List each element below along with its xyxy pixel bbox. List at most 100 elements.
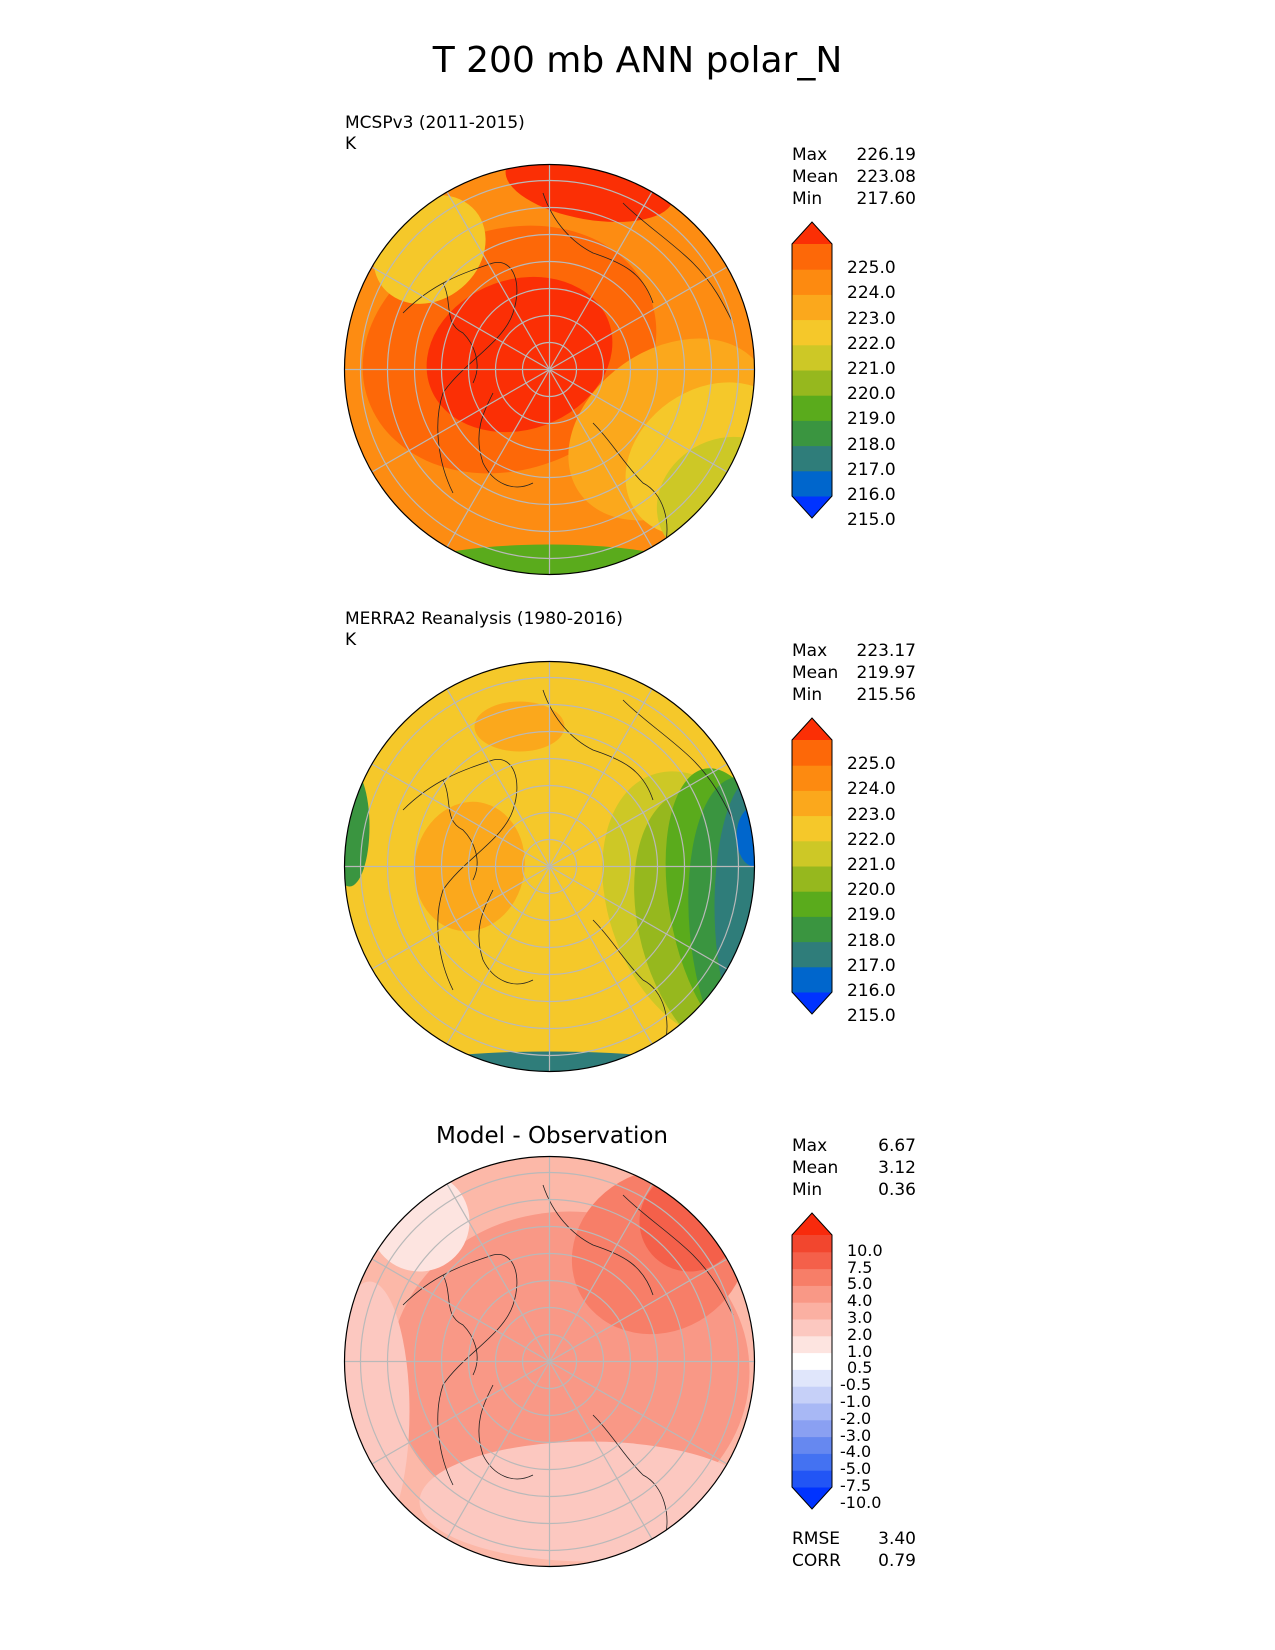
colorbar-segment bbox=[792, 1419, 832, 1438]
colorbar-tick-label: 10.0 bbox=[847, 1240, 883, 1260]
stat-label: Max bbox=[792, 1136, 828, 1156]
field-contour bbox=[714, 776, 755, 1037]
colorbar-segment bbox=[792, 790, 832, 817]
colorbar-tick-label: 7.5 bbox=[847, 1257, 873, 1277]
coastline bbox=[402, 262, 518, 494]
longitude-line bbox=[371, 1360, 550, 1465]
coastline bbox=[478, 1384, 534, 1480]
coastline bbox=[442, 1274, 478, 1376]
longitude-line bbox=[446, 688, 551, 867]
stat-value: 219.97 bbox=[856, 663, 916, 683]
stat-value: 217.60 bbox=[856, 189, 916, 209]
longitude-line bbox=[371, 763, 550, 868]
colorbar-tick-label: 219.0 bbox=[847, 409, 896, 430]
colorbar-segment bbox=[792, 1369, 832, 1387]
panel-obs-stats: Max 223.17 Mean 219.97 Min 215.56 bbox=[792, 640, 916, 706]
field-contour bbox=[736, 806, 755, 867]
colorbar-segment bbox=[792, 1319, 832, 1337]
colorbar-segment bbox=[792, 1251, 832, 1270]
metric-value: 0.79 bbox=[878, 1551, 916, 1571]
colorbar-tick-label: -1.0 bbox=[840, 1392, 872, 1411]
colorbar-tick-label: -2.0 bbox=[840, 1408, 872, 1428]
colorbar-segment bbox=[792, 1403, 832, 1421]
colorbar-segment bbox=[792, 840, 832, 867]
longitude-line bbox=[446, 191, 551, 370]
colorbar-tick-label: -5.0 bbox=[840, 1459, 872, 1479]
map-boundary bbox=[343, 1155, 756, 1568]
colorbar-segment bbox=[792, 1436, 832, 1454]
colorbar-tick-label: 5.0 bbox=[847, 1274, 873, 1294]
colorbar-tick-label: 1.0 bbox=[847, 1341, 873, 1361]
colorbar-tick-label: 221.0 bbox=[847, 855, 896, 875]
colorbar-tick-label: 215.0 bbox=[847, 510, 896, 531]
colorbar-tick-label: 220.0 bbox=[847, 384, 896, 405]
longitude-line bbox=[446, 1183, 551, 1362]
longitude-line bbox=[371, 368, 550, 473]
colorbar-obs-ticks: 225.0 224.0 223.0 222.0 221.0 220.0 219.0 218.0… bbox=[840, 718, 940, 1025]
colorbar-tick-label: 221.0 bbox=[847, 359, 896, 379]
colorbar-tick-label: -10.0 bbox=[840, 1492, 882, 1512]
coastline bbox=[592, 1414, 668, 1546]
colorbar-segment bbox=[792, 891, 832, 917]
colorbar-tick-label: 215.0 bbox=[847, 1006, 896, 1027]
colorbar-segment bbox=[792, 1335, 832, 1354]
colorbar-model bbox=[791, 221, 833, 519]
longitude-line bbox=[371, 1258, 550, 1363]
colorbar-tick-label: -7.5 bbox=[840, 1476, 872, 1495]
colorbar-extend-max bbox=[792, 718, 832, 740]
longitude-line bbox=[548, 688, 653, 867]
colorbar-tick-label: 223.0 bbox=[847, 804, 896, 825]
colorbar-segment bbox=[792, 1470, 832, 1488]
colorbar-diff bbox=[791, 1212, 833, 1510]
stat-value: 3.12 bbox=[878, 1158, 916, 1178]
colorbar-segment bbox=[792, 1235, 832, 1253]
colorbar-tick-label: 222.0 bbox=[847, 829, 896, 850]
colorbar-segment bbox=[792, 1386, 832, 1404]
colorbar-diff-ticks: 10.0 7.5 5.0 4.0 3.0 2.0 1.0 0.5 -0.5 -1.0 -2.0 -3.… bbox=[840, 1213, 940, 1512]
longitude-line bbox=[548, 1361, 653, 1540]
colorbar-segment bbox=[792, 420, 832, 447]
longitude-line bbox=[446, 1361, 551, 1540]
colorbar-segment bbox=[792, 740, 832, 766]
colorbar-model-ticks: 225.0 224.0 223.0 222.0 221.0 220.0 219.0 218.0… bbox=[840, 222, 940, 529]
stat-label: Max bbox=[792, 145, 828, 165]
colorbar-tick-label: 225.0 bbox=[847, 258, 896, 279]
stat-value: 6.67 bbox=[878, 1136, 916, 1156]
panel-diff-stats: Max 6.67 Mean 3.12 Min 0.36 bbox=[792, 1135, 916, 1201]
map-boundary bbox=[343, 163, 756, 576]
longitude-line bbox=[548, 1183, 653, 1362]
longitude-line bbox=[549, 266, 728, 371]
colorbar-tick-label: 224.0 bbox=[847, 779, 896, 800]
colorbar-segment bbox=[792, 866, 832, 892]
panel-model-title: MCSPv3 (2011-2015) bbox=[345, 113, 525, 133]
longitude-line bbox=[549, 763, 728, 868]
colorbar-segment bbox=[792, 966, 832, 993]
longitude-line bbox=[549, 1258, 728, 1363]
map-field bbox=[344, 1156, 755, 1567]
polar-map-diff bbox=[343, 1155, 756, 1568]
coastline bbox=[402, 1254, 518, 1486]
coastline bbox=[592, 919, 668, 1051]
colorbar-segment bbox=[792, 294, 832, 321]
colorbar-tick-label: -4.0 bbox=[840, 1442, 872, 1462]
coastline bbox=[622, 202, 734, 324]
colorbar-extend-max bbox=[792, 1213, 832, 1235]
colorbar-segment bbox=[792, 269, 832, 295]
colorbar-segment bbox=[792, 319, 832, 346]
field-contour bbox=[426, 276, 613, 433]
longitude-line bbox=[446, 369, 551, 548]
colorbar-extend-min bbox=[792, 496, 832, 518]
longitude-line bbox=[548, 866, 653, 1045]
longitude-line bbox=[371, 266, 550, 371]
metric-label: RMSE bbox=[792, 1529, 841, 1549]
colorbar-segment bbox=[792, 1453, 832, 1471]
panel-model-stats: Max 226.19 Mean 223.08 Min 217.60 bbox=[792, 144, 916, 210]
colorbar-tick-label: 216.0 bbox=[847, 981, 896, 1001]
longitude-line bbox=[548, 191, 653, 370]
polar-map-model bbox=[343, 163, 756, 576]
colorbar-outline bbox=[791, 221, 833, 519]
colorbar-tick-label: 222.0 bbox=[847, 333, 896, 354]
coastline bbox=[542, 689, 654, 801]
panel-obs-units: K bbox=[345, 630, 357, 650]
colorbar-tick-label: 2.0 bbox=[847, 1324, 873, 1344]
